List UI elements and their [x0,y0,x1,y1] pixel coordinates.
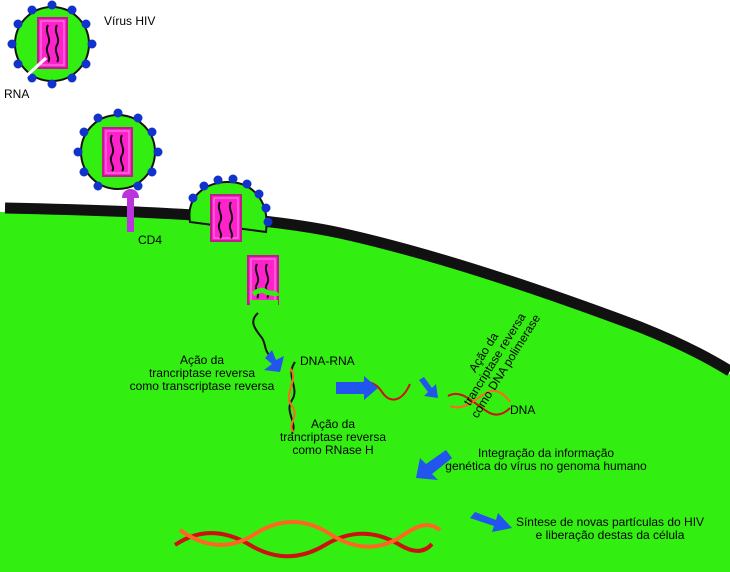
dna-rna-hybrid [287,361,296,435]
label-virus-hiv: Vírus HIV [104,14,156,28]
label-line: trancriptase reversa [148,366,256,380]
uncoating-capsid [247,255,280,308]
label-line: como transcriptase reversa [129,379,275,393]
label-synthesis-release: Síntese de novas partículas do HIV e lib… [512,516,708,542]
label-rt-as-reverse-transcriptase: Ação da trancriptase reversa como transc… [124,354,280,393]
rna-pointer-line [20,56,48,82]
cell-membrane [4,202,730,376]
label-line: genética do vírus no genoma humano [445,459,647,473]
label-dna: DNA [510,403,536,417]
label-rt-as-rnase-h: Ação da trancriptase reversa como RNase … [270,418,396,457]
label-dna-rna: DNA-RNA [300,354,355,368]
viral-rna-strand [45,24,51,63]
arrow-dna-polymerase [419,377,438,398]
label-line: Integração da informação [477,446,615,460]
label-line: como RNase H [292,443,374,457]
label-line: Síntese de novas partículas do HIV [515,515,705,529]
label-line: Ação da [310,417,356,431]
released-rna-strand [252,312,271,357]
arrow-rnase-h [336,376,378,400]
double-stranded-dna [447,390,511,416]
arrow-synthesis [470,512,512,532]
label-integration: Integração da informação genética do vír… [436,447,656,473]
arrow-reverse-transcription [264,350,284,372]
label-line: e liberação destas da célula [535,528,685,542]
process-arrows [264,350,512,532]
label-line: Ação da [179,353,225,367]
label-rna: RNA [4,87,30,101]
bound-hiv-virion [73,108,163,191]
fusing-hiv-virion [188,174,273,242]
label-line: trancriptase reversa [279,430,387,444]
free-hiv-virion [7,0,97,89]
arrow-integration [416,450,452,480]
integrated-genome-dna [173,520,442,559]
cd4-receptor [122,189,139,232]
label-cd4: CD4 [138,233,163,247]
